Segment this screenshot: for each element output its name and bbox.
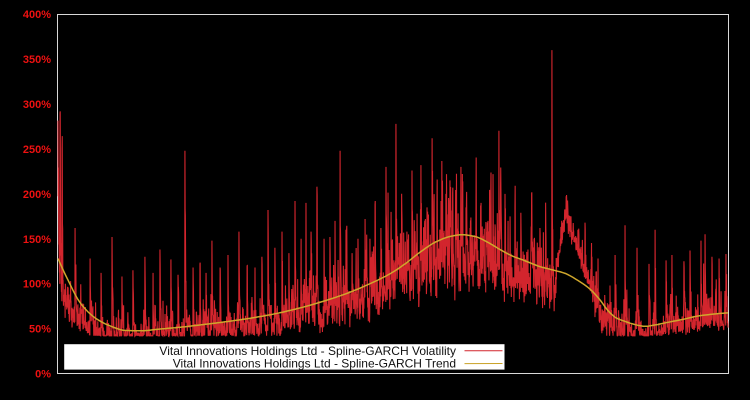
svg-text:300%: 300% [23,99,51,111]
svg-text:400%: 400% [23,9,51,21]
svg-text:150%: 150% [23,234,51,246]
svg-text:Vital Innovations Holdings Ltd: Vital Innovations Holdings Ltd - Spline-… [159,344,456,358]
svg-text:0%: 0% [35,369,51,381]
svg-text:Vital Innovations Holdings Ltd: Vital Innovations Holdings Ltd - Spline-… [173,357,456,371]
svg-text:350%: 350% [23,54,51,66]
svg-text:100%: 100% [23,279,51,291]
svg-text:250%: 250% [23,144,51,156]
svg-text:50%: 50% [29,324,51,336]
svg-text:200%: 200% [23,189,51,201]
